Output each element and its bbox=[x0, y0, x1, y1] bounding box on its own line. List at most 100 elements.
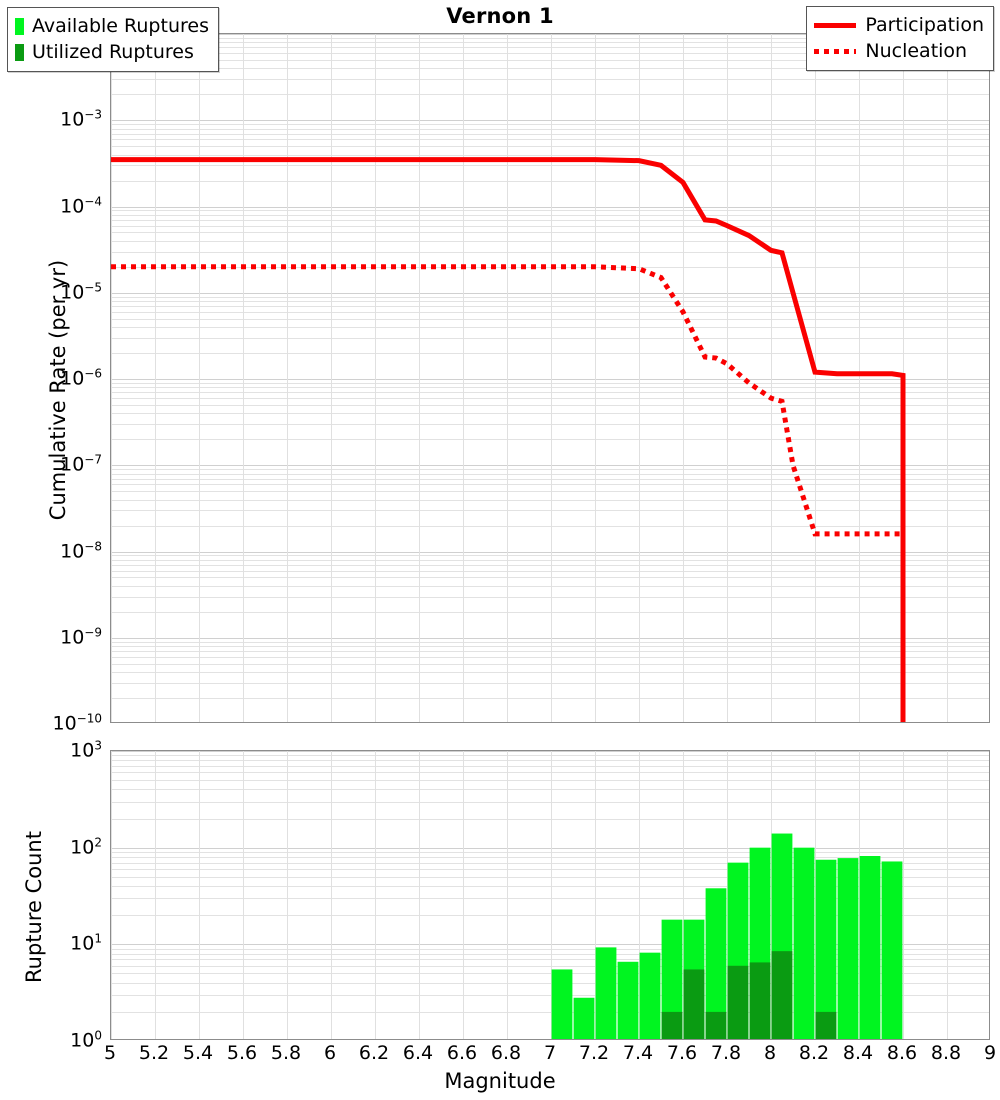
minor-gridline bbox=[111, 818, 989, 820]
minor-gridline bbox=[111, 210, 989, 212]
vertical-gridline bbox=[507, 751, 508, 1039]
minor-gridline bbox=[111, 128, 989, 130]
y-tick-label: 10−6 bbox=[60, 366, 102, 390]
utilized-ruptures-color-icon bbox=[15, 43, 24, 61]
minor-gridline bbox=[111, 94, 989, 96]
vertical-gridline bbox=[727, 751, 728, 1039]
minor-gridline bbox=[111, 611, 989, 613]
x-tick-label: 5.8 bbox=[270, 1042, 302, 1064]
bottom-panel-bars bbox=[551, 833, 903, 1039]
y-tick-label: 10−10 bbox=[52, 711, 102, 735]
minor-gridline bbox=[111, 392, 989, 394]
minor-gridline bbox=[111, 499, 989, 501]
minor-gridline bbox=[111, 124, 989, 126]
vertical-gridline bbox=[331, 34, 332, 722]
x-tick-label: 6.8 bbox=[490, 1042, 522, 1064]
y-tick-label: 10−4 bbox=[60, 193, 102, 218]
minor-gridline bbox=[111, 306, 989, 308]
legend-label-participation: Participation bbox=[865, 13, 984, 36]
minor-gridline bbox=[111, 862, 989, 864]
minor-gridline bbox=[111, 296, 989, 298]
minor-gridline bbox=[111, 139, 989, 141]
gridline bbox=[111, 637, 989, 639]
legend-item-available-ruptures: Available Ruptures bbox=[15, 13, 209, 39]
vertical-gridline bbox=[331, 751, 332, 1039]
gridline bbox=[111, 847, 989, 849]
bar-utilized-ruptures bbox=[815, 1011, 837, 1039]
bar-utilized-ruptures bbox=[661, 1011, 683, 1039]
bar-available-ruptures bbox=[793, 847, 815, 1039]
y-tick: 103 bbox=[30, 738, 102, 773]
vertical-gridline bbox=[419, 751, 420, 1039]
minor-gridline bbox=[111, 876, 989, 878]
vertical-gridline bbox=[551, 751, 552, 1039]
minor-gridline bbox=[111, 510, 989, 512]
minor-gridline bbox=[111, 886, 989, 888]
vertical-gridline bbox=[463, 34, 464, 722]
minor-gridline bbox=[111, 240, 989, 242]
vertical-gridline bbox=[771, 34, 772, 722]
gridline bbox=[111, 379, 989, 380]
bar-available-ruptures bbox=[573, 997, 595, 1039]
x-tick-label: 6 bbox=[323, 1042, 337, 1064]
vertical-gridline bbox=[815, 751, 816, 1039]
x-tick-label: 8.4 bbox=[842, 1042, 874, 1064]
vertical-gridline bbox=[507, 34, 508, 722]
minor-gridline bbox=[111, 869, 989, 871]
minor-gridline bbox=[111, 180, 989, 182]
legend-item-utilized-ruptures: Utilized Ruptures bbox=[15, 39, 209, 65]
legend-label-utilized-ruptures: Utilized Ruptures bbox=[32, 40, 194, 63]
vertical-gridline bbox=[771, 751, 772, 1039]
x-tick-label: 6.4 bbox=[402, 1042, 434, 1064]
y-tick: 10−5 bbox=[30, 280, 102, 315]
minor-gridline bbox=[111, 994, 989, 996]
top-panel-legend: Participation Nucleation bbox=[806, 6, 994, 71]
x-tick-label: 6.6 bbox=[446, 1042, 478, 1064]
minor-gridline bbox=[111, 424, 989, 426]
y-tick-label: 102 bbox=[70, 834, 102, 859]
vertical-gridline bbox=[375, 751, 376, 1039]
minor-gridline bbox=[111, 491, 989, 493]
x-axis-label: Magnitude bbox=[444, 1069, 556, 1093]
minor-gridline bbox=[111, 478, 989, 480]
minor-gridline bbox=[111, 327, 989, 329]
vertical-gridline bbox=[595, 751, 596, 1039]
minor-gridline bbox=[111, 382, 989, 384]
minor-gridline bbox=[111, 959, 989, 961]
legend-item-nucleation: Nucleation bbox=[814, 38, 984, 64]
bar-utilized-ruptures bbox=[683, 969, 705, 1039]
vertical-gridline bbox=[947, 751, 948, 1039]
minor-gridline bbox=[111, 646, 989, 648]
vertical-gridline bbox=[859, 34, 860, 722]
x-tick-label: 8 bbox=[763, 1042, 777, 1064]
legend-item-participation: Participation bbox=[814, 12, 984, 38]
bar-available-ruptures bbox=[815, 859, 837, 1039]
gridline bbox=[111, 120, 989, 122]
bottom-panel-y-axis-label: Rupture Count bbox=[22, 831, 46, 983]
minor-gridline bbox=[111, 337, 989, 339]
minor-gridline bbox=[111, 698, 989, 700]
x-tick-label: 7.4 bbox=[622, 1042, 654, 1064]
vertical-gridline bbox=[419, 34, 420, 722]
bar-available-ruptures bbox=[595, 947, 617, 1039]
top-panel-curves bbox=[111, 157, 906, 722]
x-tick-label: 8.8 bbox=[930, 1042, 962, 1064]
vertical-gridline bbox=[199, 34, 200, 722]
y-tick: 102 bbox=[30, 835, 102, 870]
minor-gridline bbox=[111, 555, 989, 557]
minor-gridline bbox=[111, 387, 989, 389]
y-tick-label: 101 bbox=[70, 931, 102, 955]
page-title: Vernon 1 bbox=[446, 4, 554, 28]
y-tick: 10−10 bbox=[30, 711, 102, 746]
y-tick: 10−9 bbox=[30, 625, 102, 660]
minor-gridline bbox=[111, 755, 989, 757]
minor-gridline bbox=[111, 656, 989, 658]
minor-gridline bbox=[111, 801, 989, 803]
minor-gridline bbox=[111, 641, 989, 643]
vertical-gridline bbox=[155, 34, 156, 722]
minor-gridline bbox=[111, 596, 989, 598]
minor-gridline bbox=[111, 79, 989, 81]
vertical-gridline bbox=[463, 751, 464, 1039]
gridline bbox=[111, 465, 989, 467]
